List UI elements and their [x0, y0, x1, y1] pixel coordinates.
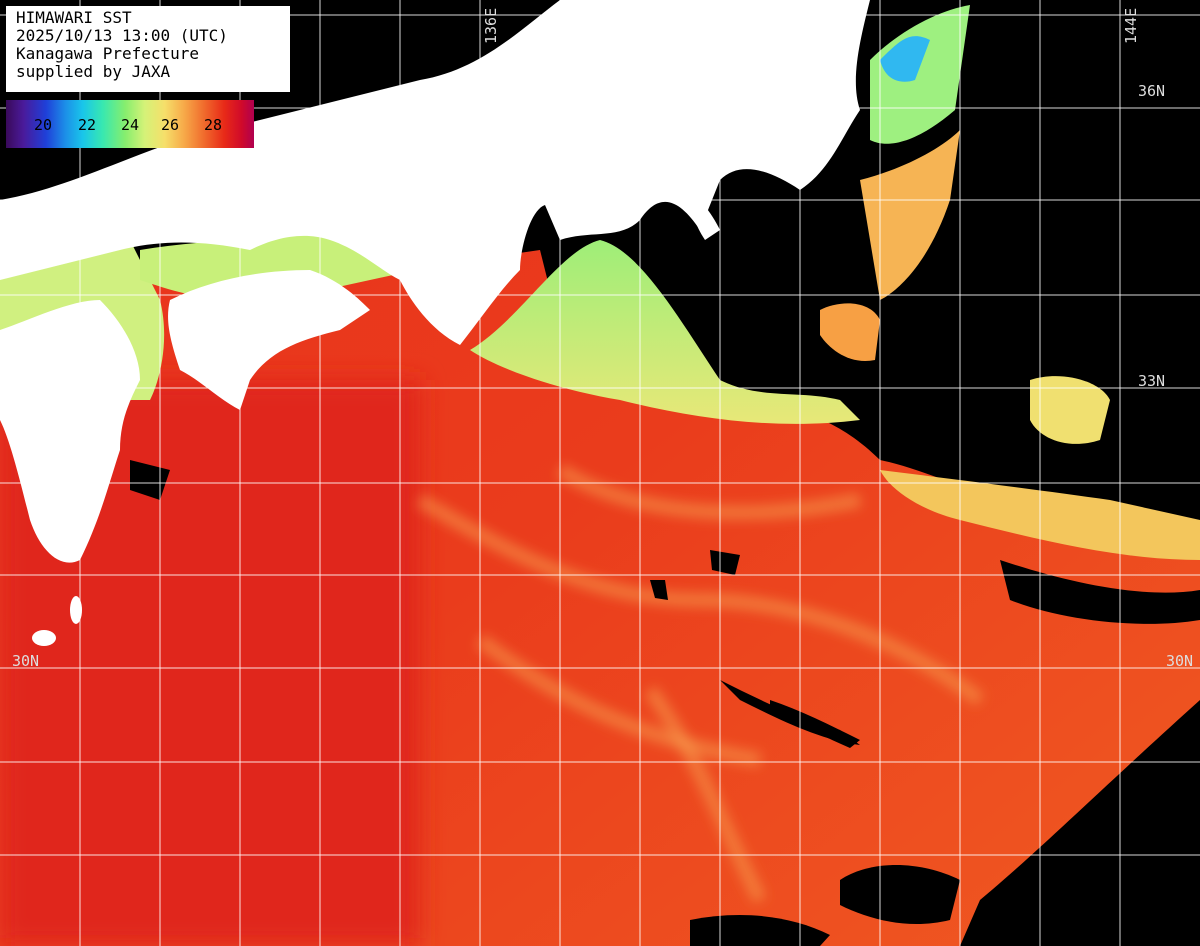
land-honshu — [0, 0, 870, 345]
lat-label-30n-west: 30N — [12, 652, 40, 670]
info-credit: supplied by JAXA — [16, 62, 171, 81]
legend-tick-28: 28 — [204, 116, 223, 134]
warm-patch-34n — [820, 303, 880, 361]
lon-label-136e: 136E — [482, 7, 500, 44]
legend-tick-24: 24 — [121, 116, 140, 134]
lon-label-144e: 144E — [1122, 7, 1140, 44]
info-region: Kanagawa Prefecture — [16, 44, 200, 63]
legend-tick-22: 22 — [78, 116, 97, 134]
cold-patch — [880, 36, 930, 82]
lat-label-30n-east: 30N — [1166, 652, 1194, 670]
lat-label-36n: 36N — [1138, 82, 1166, 100]
cool-patch-33n — [1030, 376, 1110, 444]
land-island-3 — [8, 377, 28, 393]
info-box: HIMAWARI SST 2025/10/13 13:00 (UTC) Kana… — [6, 6, 290, 92]
cool-water-izu — [860, 130, 960, 300]
legend-tick-26: 26 — [161, 116, 180, 134]
cool-coastal-water — [470, 240, 860, 424]
warm-eddies — [416, 464, 985, 904]
info-title: HIMAWARI SST — [16, 8, 132, 27]
land-island-1 — [32, 630, 56, 646]
land-kyushu — [0, 300, 140, 563]
legend-tick-20: 20 — [34, 116, 53, 134]
land-izu — [690, 190, 720, 240]
land-island-2 — [70, 596, 82, 624]
lat-label-33n: 33N — [1138, 372, 1166, 390]
color-legend: 20 22 24 26 28 — [6, 100, 254, 148]
cool-water-boso — [870, 5, 970, 144]
legend-color-bar — [6, 100, 254, 148]
info-datetime: 2025/10/13 13:00 (UTC) — [16, 26, 228, 45]
